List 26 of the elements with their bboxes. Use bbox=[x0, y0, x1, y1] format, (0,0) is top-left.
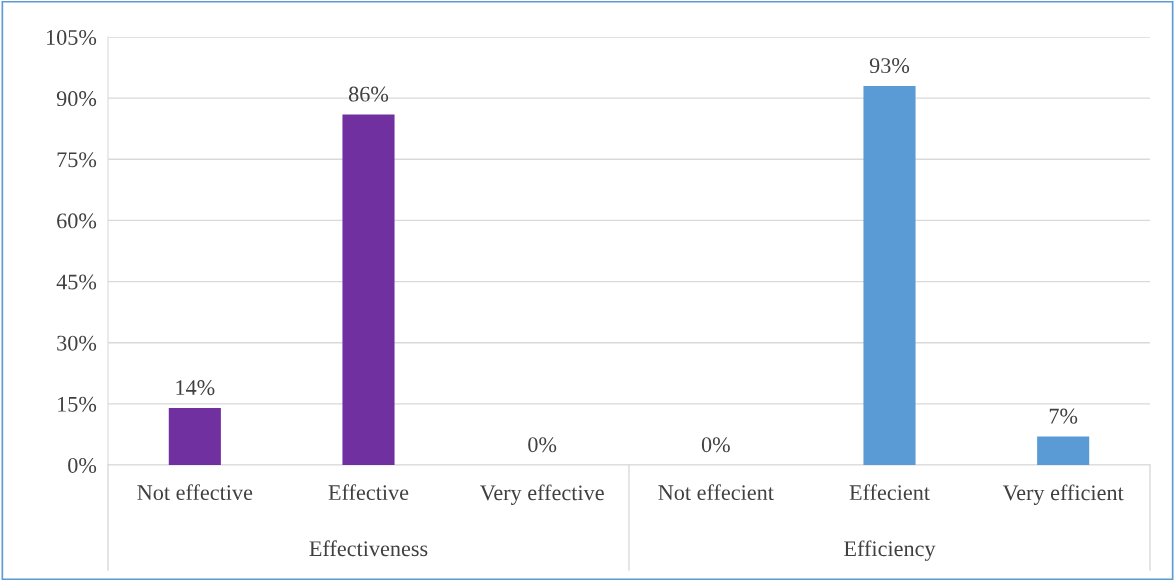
y-tick-label: 0% bbox=[68, 457, 97, 473]
x-tick-label: Effective bbox=[328, 484, 409, 501]
data-label: 86% bbox=[348, 86, 389, 102]
data-label: 0% bbox=[528, 437, 557, 453]
data-label: 7% bbox=[1049, 408, 1078, 424]
y-tick-label: 45% bbox=[56, 274, 97, 290]
y-tick-label: 30% bbox=[57, 335, 97, 351]
y-tick-label: 105% bbox=[47, 29, 97, 45]
y-tick-label: 75% bbox=[57, 152, 97, 168]
y-tick-label: 60% bbox=[57, 213, 97, 229]
data-label: 14% bbox=[176, 380, 215, 396]
x-tick-label: Very effective bbox=[480, 484, 604, 505]
bar bbox=[342, 114, 395, 465]
x-tick-label: Very efficient bbox=[1002, 484, 1124, 505]
x-tick-label: Not effective bbox=[137, 484, 253, 501]
x-tick-label: Not effecient bbox=[658, 484, 774, 501]
bar bbox=[168, 407, 221, 465]
y-tick-label: 15% bbox=[58, 396, 97, 412]
y-tick-label: 90% bbox=[56, 91, 97, 107]
x-tick-label: Effecient bbox=[849, 484, 930, 501]
text: Efficiency bbox=[844, 540, 936, 561]
text: Effectiveness bbox=[309, 540, 428, 557]
data-label: 0% bbox=[701, 437, 730, 453]
bar bbox=[1037, 436, 1090, 465]
bar bbox=[863, 85, 916, 465]
data-label: 93% bbox=[869, 58, 910, 74]
